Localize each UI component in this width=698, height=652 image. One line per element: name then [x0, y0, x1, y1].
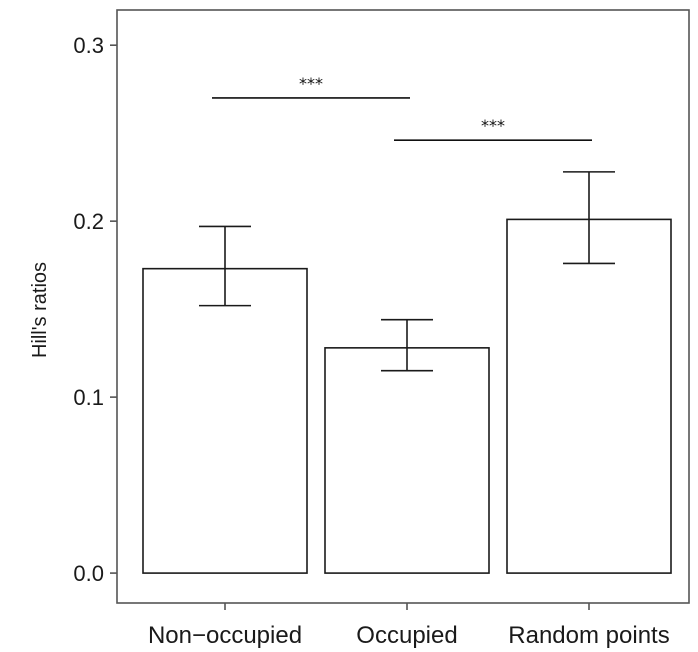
significance-label: *** — [481, 116, 505, 135]
bar — [324, 347, 490, 574]
x-tick-label: Non−occupied — [148, 622, 302, 649]
y-tick-label: 0.1 — [73, 385, 104, 410]
plot-panel-border — [116, 9, 690, 604]
y-tick-label: 0.3 — [73, 33, 104, 58]
x-tick-label: Occupied — [356, 622, 457, 649]
y-axis-title: Hill's ratios — [29, 262, 51, 358]
y-tick-label: 0.2 — [73, 209, 104, 234]
bar — [506, 218, 672, 574]
y-tick-label: 0.0 — [73, 561, 104, 586]
x-tick-label: Random points — [508, 622, 669, 649]
bar — [142, 267, 308, 574]
significance-label: *** — [299, 74, 323, 93]
